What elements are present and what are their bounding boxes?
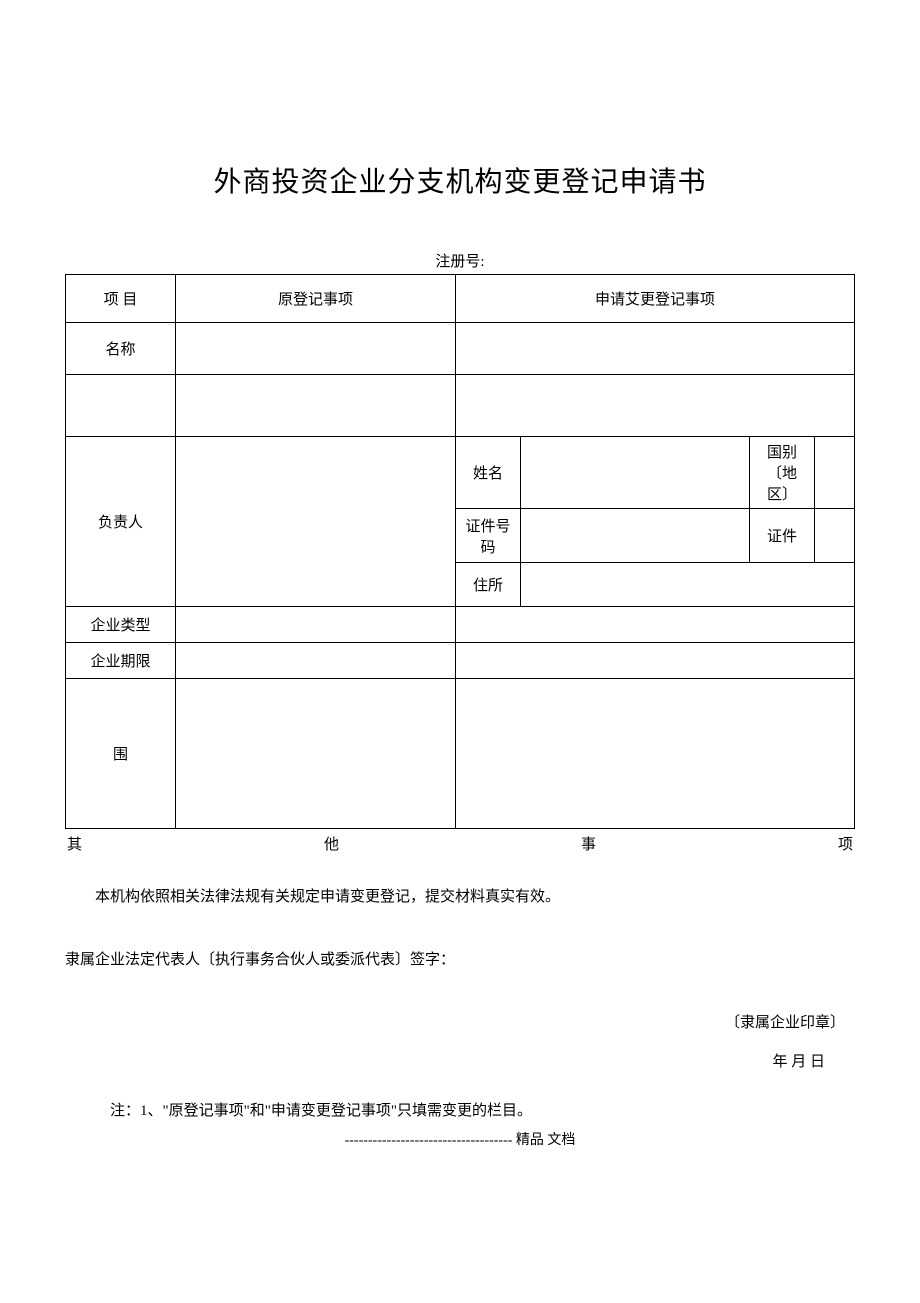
cell [456, 375, 855, 437]
cell [521, 563, 855, 607]
other-char: 他 [324, 833, 339, 854]
header-original: 原登记事项 [176, 275, 456, 323]
table-row [66, 375, 855, 437]
cell [521, 437, 750, 509]
cell [456, 643, 855, 679]
table-row: 企业类型 [66, 607, 855, 643]
sub-label-name: 姓名 [456, 437, 521, 509]
date-label: 年 月 日 [65, 1049, 855, 1076]
cell [521, 509, 750, 563]
table-row: 企业期限 [66, 643, 855, 679]
row-label-name: 名称 [66, 323, 176, 375]
other-char: 其 [67, 833, 82, 854]
cell [176, 679, 456, 829]
declaration-text: 本机构依照相关法律法规有关规定申请变更登记，提交材料真实有效。 [65, 884, 855, 911]
cell [815, 509, 855, 563]
row-label-person: 负责人 [66, 437, 176, 607]
row-label-type: 企业类型 [66, 607, 176, 643]
cell [176, 643, 456, 679]
sub-label-address: 住所 [456, 563, 521, 607]
sub-label-id: 证件 [750, 509, 815, 563]
sub-label-nationality: 国别〔地区〕 [750, 437, 815, 509]
other-char: 项 [838, 833, 853, 854]
footer-text: ------------------------------------ 精品 … [65, 1129, 855, 1149]
other-matters-line: 其 他 事 项 [65, 833, 855, 854]
seal-label: 〔隶属企业印章〕 [65, 1010, 855, 1037]
cell [176, 437, 456, 607]
table-row: 围 [66, 679, 855, 829]
row-label-scope: 围 [66, 679, 176, 829]
main-table: 项 目 原登记事项 申请艾更登记事项 名称 负责人 姓名 国别〔地区〕 证件号码… [65, 274, 855, 829]
registration-number-label: 注册号: [65, 250, 855, 271]
other-char: 事 [581, 833, 596, 854]
table-row: 负责人 姓名 国别〔地区〕 [66, 437, 855, 509]
table-header-row: 项 目 原登记事项 申请艾更登记事项 [66, 275, 855, 323]
table-row: 名称 [66, 323, 855, 375]
cell [456, 679, 855, 829]
header-change: 申请艾更登记事项 [456, 275, 855, 323]
row-label-period: 企业期限 [66, 643, 176, 679]
cell [66, 375, 176, 437]
cell [176, 607, 456, 643]
sub-label-id-number: 证件号码 [456, 509, 521, 563]
cell [176, 375, 456, 437]
cell [456, 607, 855, 643]
cell [815, 437, 855, 509]
document-title: 外商投资企业分支机构变更登记申请书 [65, 160, 855, 200]
signature-label: 隶属企业法定代表人〔执行事务合伙人或委派代表〕签字： [65, 947, 855, 974]
header-item: 项 目 [66, 275, 176, 323]
cell [176, 323, 456, 375]
note-text: 注：1、"原登记事项"和"申请变更登记事项"只填需变更的栏目。 [65, 1098, 855, 1125]
cell [456, 323, 855, 375]
